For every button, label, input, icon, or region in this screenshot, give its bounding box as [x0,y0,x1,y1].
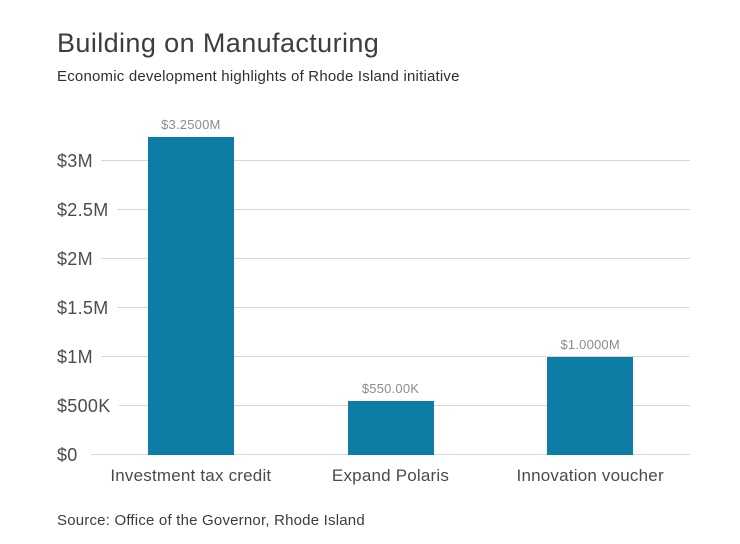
x-axis-category-label: Investment tax credit [110,466,272,485]
bar-chart: $3M $2.5M $2M $1.5M $1M $500K $0 $3.2500M $550.0… [57,118,690,486]
bar-column: $1.0000M [490,137,690,455]
y-axis-tick-label: $500K [57,397,119,416]
bar [347,401,434,455]
gridline [91,209,690,211]
y-axis-tick-label: $2M [57,250,101,269]
chart-title: Building on Manufacturing [57,28,380,58]
bar-columns: $3.2500M $550.00K $1.0000M [91,118,690,455]
source-note: Source: Office of the Governor, Rhode Is… [57,512,365,529]
gridline [91,258,690,260]
y-axis-tick-label: $2.5M [57,201,117,220]
bar [147,137,234,455]
gridline [91,356,690,358]
y-axis-tick-label: $3M [57,152,101,171]
x-axis-category-label: Expand Polaris [331,466,450,485]
gridline [91,307,690,309]
y-axis-tick-label: $1M [57,348,101,367]
bar [547,357,634,455]
bar-column: $550.00K [291,137,491,455]
chart-subtitle: Economic development highlights of Rhode… [57,68,460,85]
bar-value-label: $550.00K [361,381,420,397]
gridline [91,160,690,162]
chart-header: Building on Manufacturing Economic devel… [57,28,690,85]
y-axis-tick-label: $1.5M [57,299,117,318]
plot-area: $3M $2.5M $2M $1.5M $1M $500K $0 $3.2500M $550.0… [57,118,690,464]
bar-value-label: $1.0000M [560,337,620,353]
bar-value-label: $3.2500M [161,117,221,132]
x-axis-labels: Investment tax credit Expand Polaris Innov… [91,466,690,486]
bar-column: $3.2500M [91,118,291,455]
x-axis-category-label: Innovation voucher [516,466,664,485]
y-axis-tick-label: $0 [57,446,86,464]
